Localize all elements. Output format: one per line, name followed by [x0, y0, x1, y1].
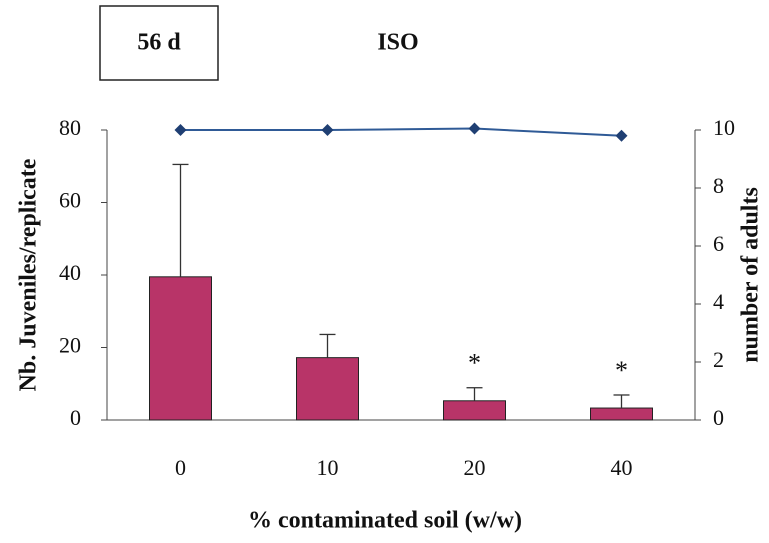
y2-tick-label: 10: [713, 115, 735, 140]
point: [174, 124, 187, 136]
x-tick-label: 0: [175, 455, 186, 480]
label-box: [99, 5, 219, 81]
bar: [149, 276, 212, 421]
chart-title: ISO: [377, 30, 418, 56]
annotation: *: [615, 356, 628, 385]
y2-tick-label: 8: [713, 173, 724, 198]
y-axis-label: Nb. Juveniles/replicate: [16, 158, 42, 391]
y2-tick-label: 0: [713, 405, 724, 430]
box-label: 56 d: [137, 30, 181, 56]
y-tick-label: 80: [59, 115, 81, 140]
bar: [590, 407, 653, 421]
y-tick-label: 40: [59, 260, 81, 285]
x-tick-label: 10: [317, 455, 339, 480]
y2-axis-label: number of adults: [738, 187, 764, 363]
point: [615, 129, 628, 142]
y2-tick-label: 6: [713, 231, 724, 256]
point: [468, 122, 481, 135]
bar: [296, 357, 359, 421]
annotation: *: [468, 349, 481, 378]
y2-tick-label: 2: [713, 347, 724, 372]
y-tick-label: 0: [70, 405, 81, 430]
x-tick-label: 20: [464, 455, 486, 480]
x-tick-label: 40: [611, 455, 633, 480]
point: [321, 124, 334, 136]
bar: [443, 400, 506, 421]
y-tick-label: 60: [59, 188, 81, 213]
line: [180, 127, 622, 137]
y-tick-label: 20: [59, 333, 81, 358]
x-axis-label: % contaminated soil (w/w): [248, 508, 522, 534]
y2-tick-label: 4: [713, 289, 724, 314]
